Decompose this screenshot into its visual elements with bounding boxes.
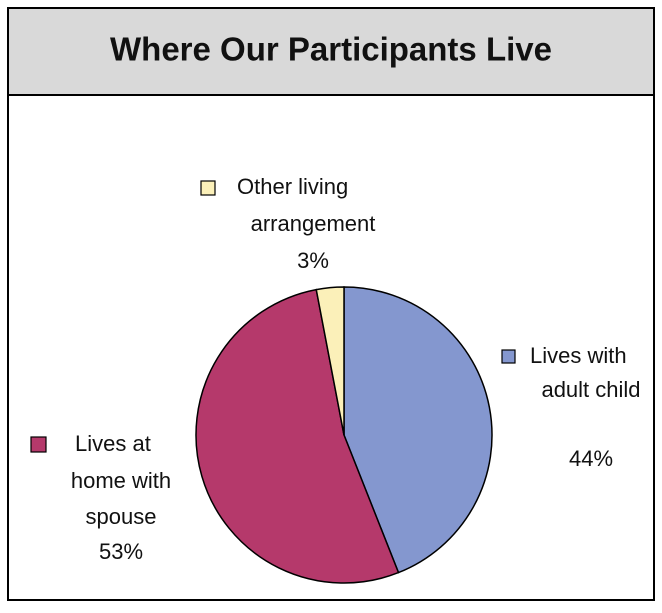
slice-label: Lives with adult child [530, 343, 641, 402]
legend-marker [30, 436, 47, 453]
legend-marker [200, 180, 216, 196]
pie-slice [343, 286, 493, 574]
value-label: 53% [99, 539, 143, 564]
pie-slice [195, 288, 400, 584]
title-band [7, 7, 655, 96]
legend-marker [501, 349, 516, 364]
chart-title: Where Our Participants Live [110, 31, 552, 68]
slice-label: Lives at home with spouse [71, 431, 171, 529]
pie-slice [315, 286, 345, 436]
value-label: 44% [569, 446, 613, 471]
value-label: 3% [297, 248, 329, 273]
slice-label: Other living arrangement [237, 174, 375, 236]
